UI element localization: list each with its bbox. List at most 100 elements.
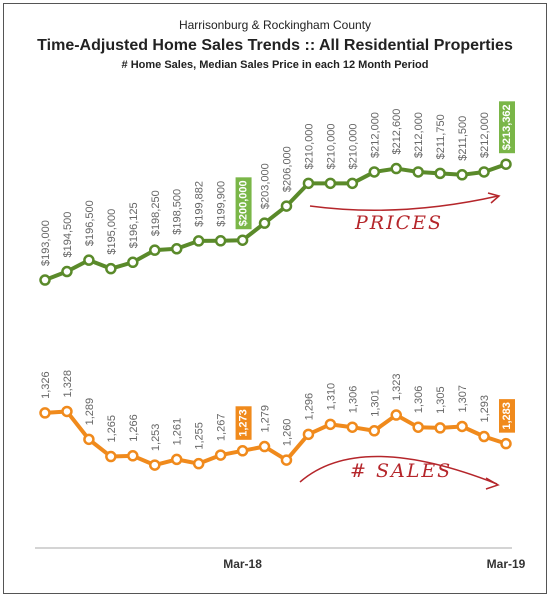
value-label: $206,000 xyxy=(281,146,293,192)
data-point xyxy=(61,265,73,278)
value-label-group: 1,323 xyxy=(391,374,403,402)
value-label-group: $196,500 xyxy=(84,200,96,246)
value-label-box xyxy=(235,177,252,230)
value-label: 1,267 xyxy=(216,414,228,442)
data-point xyxy=(456,169,468,181)
data-point xyxy=(258,440,271,453)
data-point xyxy=(478,166,490,178)
value-label-group: 1,283 xyxy=(499,399,515,433)
data-point xyxy=(412,421,424,433)
value-label: $211,500 xyxy=(457,116,469,161)
value-label: $212,000 xyxy=(479,112,491,158)
value-label: $196,500 xyxy=(84,200,96,246)
data-point xyxy=(236,445,249,457)
data-point xyxy=(280,454,293,466)
value-label-group: 1,310 xyxy=(325,383,337,411)
annotation-arrow-head xyxy=(487,192,501,204)
value-label: $210,000 xyxy=(303,123,315,169)
data-point xyxy=(368,425,381,437)
data-point xyxy=(149,459,161,471)
value-label-group: 1,306 xyxy=(347,386,359,414)
value-label: $199,900 xyxy=(216,181,228,227)
data-point xyxy=(500,158,512,170)
value-label: 1,310 xyxy=(325,383,337,411)
value-label: 1,273 xyxy=(238,409,250,437)
value-label: 1,255 xyxy=(194,422,206,450)
value-label-group: 1,289 xyxy=(84,398,96,426)
data-point xyxy=(324,177,337,190)
value-label-group: $210,000 xyxy=(325,123,337,169)
data-point xyxy=(478,430,490,443)
x-tick-label: Mar-18 xyxy=(223,557,262,571)
data-point xyxy=(434,422,446,434)
value-label-group: 1,326 xyxy=(40,371,52,399)
chart-supertitle: Harrisonburg & Rockingham County xyxy=(179,18,371,32)
data-point xyxy=(412,166,424,178)
data-point xyxy=(105,262,117,275)
value-label: 1,260 xyxy=(281,419,293,447)
value-label: 1,266 xyxy=(128,414,140,442)
value-label-group: $212,000 xyxy=(479,112,491,158)
value-label: $212,000 xyxy=(369,112,381,158)
value-label-group: 1,296 xyxy=(303,393,315,421)
x-tick-label: Mar-19 xyxy=(487,557,526,571)
value-label-group: 1,267 xyxy=(216,414,228,442)
value-label-group: $196,125 xyxy=(128,202,140,248)
data-point xyxy=(105,450,117,463)
value-label: 1,289 xyxy=(84,398,96,426)
data-point xyxy=(390,409,402,421)
value-label: $211,750 xyxy=(435,114,447,159)
value-label-group: $200,000 xyxy=(235,177,252,230)
data-point xyxy=(500,437,512,450)
data-point xyxy=(83,433,95,446)
value-label-group: $194,500 xyxy=(62,212,74,258)
data-point xyxy=(302,428,315,441)
value-label-group: 1,261 xyxy=(172,418,184,446)
data-point xyxy=(236,234,249,246)
value-label: $196,125 xyxy=(128,202,140,248)
value-label-group: $210,000 xyxy=(347,123,359,169)
value-label: $199,882 xyxy=(194,181,206,227)
value-label-group: 1,266 xyxy=(128,414,140,442)
data-point xyxy=(390,162,402,175)
data-point xyxy=(258,217,271,229)
value-label-group: $195,000 xyxy=(106,209,118,255)
value-label: $194,500 xyxy=(62,212,74,258)
value-label: 1,296 xyxy=(303,393,315,421)
value-label: $210,000 xyxy=(347,123,359,169)
value-label: $193,000 xyxy=(40,220,52,266)
value-label: $213,362 xyxy=(501,104,513,150)
value-label-group: $199,900 xyxy=(216,181,228,227)
series-line xyxy=(44,409,507,468)
value-label-group: $198,250 xyxy=(150,190,162,236)
chart-title: Time-Adjusted Home Sales Trends :: All R… xyxy=(37,37,513,54)
annotation-arrow-head xyxy=(485,477,500,490)
value-label-group: $212,000 xyxy=(413,112,425,158)
value-label-group: 1,253 xyxy=(150,424,162,452)
data-point xyxy=(127,256,139,269)
data-point xyxy=(39,274,51,286)
annotation-arrow xyxy=(309,195,499,211)
value-label-group: $198,500 xyxy=(172,189,184,235)
value-label-group: $206,000 xyxy=(281,146,293,192)
value-label-group: $193,000 xyxy=(40,220,52,266)
value-label: 1,261 xyxy=(172,418,184,446)
data-point xyxy=(192,457,205,470)
value-label: 1,326 xyxy=(40,371,52,399)
value-label-group: $212,600 xyxy=(391,109,403,155)
value-label-group: 1,306 xyxy=(413,386,425,414)
series-line xyxy=(44,162,507,282)
value-label: 1,293 xyxy=(479,395,491,423)
frame xyxy=(3,3,547,594)
value-label-group: 1,279 xyxy=(260,405,272,433)
value-label: $210,000 xyxy=(325,123,337,169)
data-point xyxy=(214,449,227,461)
value-label: $212,600 xyxy=(391,109,403,155)
data-point xyxy=(302,177,315,190)
data-point xyxy=(214,235,227,247)
data-point xyxy=(346,421,359,433)
value-label-group: $203,000 xyxy=(260,163,272,209)
value-label: 1,283 xyxy=(501,402,513,430)
value-label: $195,000 xyxy=(106,209,118,255)
